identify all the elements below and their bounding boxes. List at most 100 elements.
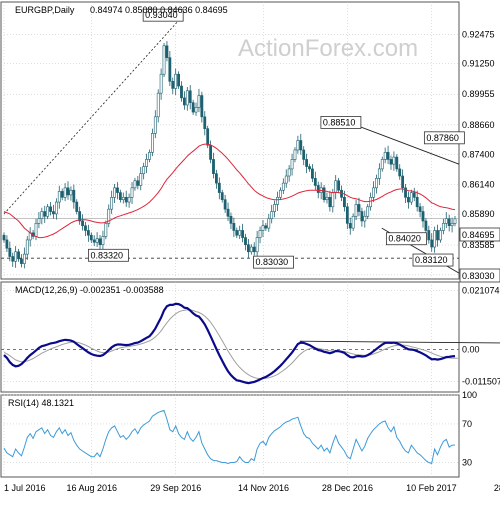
candle-body — [17, 251, 20, 260]
candle-body — [145, 159, 148, 167]
candle-body — [177, 73, 180, 87]
candle-body — [92, 239, 96, 243]
candle-body — [270, 211, 274, 219]
price-tick-label: 0.89955 — [462, 89, 495, 99]
candle-body — [444, 218, 448, 224]
annotation-box — [423, 131, 465, 145]
candle-body — [412, 192, 416, 198]
candle-body — [150, 133, 154, 153]
candle-body — [139, 173, 143, 186]
candle-body — [81, 220, 84, 227]
candle-body — [258, 230, 262, 238]
candle-body — [63, 187, 67, 198]
candle-body — [276, 197, 279, 205]
candle-body — [360, 211, 364, 222]
annotation-label: 0.84020 — [388, 234, 421, 244]
candle-body — [217, 182, 221, 193]
candle-body — [153, 116, 157, 134]
current-price-badge-bg — [459, 227, 500, 242]
macd-panel-frame — [0, 281, 460, 393]
candle-body — [148, 152, 151, 160]
price-tick-label: 0.85890 — [462, 209, 495, 219]
candle-body — [72, 189, 76, 203]
candle-body — [255, 237, 259, 253]
candle-body — [133, 180, 137, 189]
candle-body — [354, 204, 358, 217]
rsi-tick-label: 70 — [462, 419, 472, 429]
candle-body — [101, 236, 105, 245]
candle-body — [25, 239, 29, 255]
candle-body — [2, 234, 6, 241]
candle-body — [206, 128, 210, 146]
candle-body — [223, 199, 227, 210]
candle-body — [334, 180, 338, 193]
candle-body — [232, 223, 236, 231]
x-axis-date-label: 16 Aug 2016 — [66, 483, 117, 493]
candle-body — [401, 175, 405, 189]
annotation-box — [142, 8, 184, 22]
channel-upper-line — [358, 125, 460, 165]
candle-body — [130, 187, 134, 198]
candle-body — [247, 244, 250, 253]
support-badge: 0.83030 — [462, 271, 495, 281]
candle-body — [241, 230, 244, 238]
candle-body — [78, 211, 82, 222]
candle-body — [436, 230, 439, 241]
candle-body — [357, 204, 361, 212]
candle-body — [22, 253, 26, 264]
candle-body — [183, 97, 186, 106]
price-tick-label: 0.88660 — [462, 120, 495, 130]
annotation-label: 0.83030 — [256, 257, 289, 267]
rsi-header: RSI(14) 48.1321 — [8, 398, 74, 408]
candle-body — [343, 197, 346, 208]
current-price-badge: 0.84695 — [462, 230, 495, 240]
candle-body — [49, 206, 52, 212]
candle-body — [404, 187, 407, 198]
candle-body — [118, 192, 122, 200]
price-tick-label: 0.87400 — [462, 150, 495, 160]
candle-body — [447, 218, 451, 227]
candle-body — [84, 225, 87, 231]
candle-body — [203, 116, 207, 129]
annotation-label: 0.83320 — [90, 250, 123, 260]
candle-body — [302, 149, 306, 160]
candle-body — [89, 234, 93, 241]
price-header: EURGBP,Daily — [15, 5, 75, 15]
candle-body — [284, 175, 288, 184]
candle-body — [430, 239, 434, 248]
support-badge-bg — [459, 268, 500, 283]
candle-body — [20, 258, 23, 264]
candle-body — [238, 230, 242, 236]
candle-body — [37, 218, 41, 224]
candle-body — [113, 187, 116, 198]
candle-body — [98, 238, 102, 245]
annotation-box — [386, 232, 427, 246]
annotation-label: 0.87860 — [426, 133, 459, 143]
candle-body — [185, 90, 189, 106]
candle-body — [8, 247, 12, 257]
price-tick-label: 0.86140 — [462, 180, 495, 190]
candle-body — [215, 173, 218, 184]
candle-body — [299, 140, 303, 151]
rsi-line — [3, 409, 456, 465]
rsi-tick-label: 30 — [462, 458, 472, 468]
candle-body — [325, 197, 329, 200]
candle-body — [395, 156, 399, 170]
candle-body — [57, 191, 61, 203]
candle-body — [54, 201, 58, 215]
candle-body — [305, 159, 309, 167]
moving-average-line — [3, 143, 456, 239]
macd-tick-label: 0.00 — [462, 345, 480, 355]
candle-body — [375, 178, 378, 189]
candle-body — [351, 215, 355, 229]
candle-body — [453, 218, 457, 224]
candle-body — [34, 223, 38, 237]
candle-body — [180, 85, 183, 99]
ohlc-values: 0.84974 0.85080 0.84636 0.84695 — [90, 5, 228, 15]
candle-body — [46, 206, 50, 217]
macd-tick-label: -0.011507 — [462, 377, 500, 387]
x-axis-date-label: 28 Dec 2016 — [322, 483, 373, 493]
candle-body — [337, 180, 341, 191]
